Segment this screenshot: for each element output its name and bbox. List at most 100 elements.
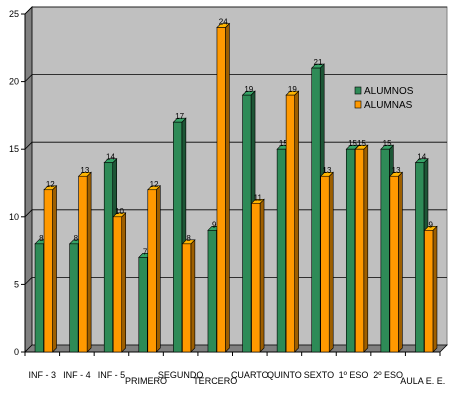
x-tick-label: AULA E. E. [400, 376, 445, 386]
legend-swatch [354, 86, 362, 95]
bar-alumnas [319, 171, 334, 353]
data-label: 14 [106, 153, 115, 162]
gridline [24, 74, 447, 82]
data-label: 11 [254, 193, 263, 202]
data-label: 10 [115, 207, 124, 216]
bar-side-face [190, 239, 196, 353]
bar-side-face [225, 22, 230, 353]
bar-front-face [251, 202, 261, 353]
bar-front-face [285, 94, 295, 353]
plot-side-wall [24, 6, 33, 353]
x-tick-label: QUINTO [267, 370, 302, 380]
y-tick-label: 5 [14, 279, 19, 289]
bar-front-face [112, 216, 123, 353]
bar-front-face [311, 67, 321, 353]
x-tick-label: INF - 4 [63, 370, 91, 380]
x-tick-label: INF - 3 [29, 370, 57, 380]
bar-alumnas [285, 90, 300, 353]
bar-front-face [147, 189, 157, 353]
bar-alumnas [181, 239, 196, 353]
data-label: 9 [428, 220, 433, 229]
data-label: 12 [150, 180, 159, 189]
legend: ALUMNOS ALUMNAS [352, 80, 416, 114]
gridline [24, 209, 447, 218]
bar-side-face [121, 212, 127, 353]
legend-label: ALUMNAS [364, 100, 413, 111]
bar-front-face [389, 175, 399, 353]
bar-alumnas [354, 144, 369, 353]
bar-front-face [354, 148, 365, 353]
bar-alumnas [43, 185, 58, 353]
x-tick-label: TERCERO [193, 376, 237, 386]
bar-alumnas [77, 171, 92, 353]
bar-alumnas [112, 212, 127, 353]
bar-alumnas [423, 225, 438, 353]
x-tick-label: 2º ESO [373, 370, 403, 380]
data-label: 13 [392, 166, 401, 175]
gridline [24, 276, 447, 285]
bar-side-face [294, 90, 299, 353]
bar-front-face [78, 175, 88, 353]
data-label: 17 [175, 112, 184, 121]
legend-box [352, 80, 416, 114]
bar-front-face [69, 243, 79, 353]
bar-side-face [432, 225, 438, 353]
data-label: 15 [279, 139, 288, 148]
bar-front-face [242, 94, 252, 353]
x-tick-label: SEGUNDO [158, 370, 204, 380]
gridline [24, 141, 447, 150]
y-tick-label: 20 [9, 77, 19, 87]
data-label: 8 [39, 234, 44, 243]
y-tick-label: 25 [9, 9, 19, 19]
legend-swatch [354, 100, 362, 109]
bar-alumnas [147, 185, 162, 353]
bar-front-face [138, 257, 148, 353]
bar-front-face [216, 27, 226, 353]
bar-side-face [363, 144, 369, 353]
x-tick-label: 1º ESO [339, 370, 369, 380]
y-tick-label: 15 [9, 144, 19, 154]
legend-label: ALUMNOS [364, 86, 414, 97]
bar-front-face [182, 243, 192, 353]
data-label: 19 [244, 85, 253, 94]
y-tick-label: 0 [14, 347, 19, 357]
y-tick-label: 10 [9, 212, 19, 222]
bar-front-face [207, 230, 217, 353]
bar-front-face [345, 148, 356, 353]
bar-side-face [398, 171, 403, 353]
x-tick-label: PRIMERO [125, 376, 167, 386]
x-tick-label: INF - 5 [98, 370, 126, 380]
bar-alumnas [216, 22, 231, 353]
bar-front-face [173, 121, 183, 353]
data-label: 13 [80, 166, 89, 175]
x-tick-label: CUARTO [231, 370, 269, 380]
data-label: 8 [74, 234, 79, 243]
data-label: 13 [323, 166, 332, 175]
bar-side-face [86, 171, 92, 353]
bar-side-face [259, 198, 265, 353]
bar-front-face [415, 162, 425, 353]
bar-alumnas [250, 198, 265, 353]
bar-front-face [276, 148, 286, 353]
data-label: 15 [383, 139, 392, 148]
data-label: 21 [314, 58, 323, 67]
data-label: 9 [212, 220, 217, 229]
data-label: 12 [46, 180, 55, 189]
bar-front-face [103, 162, 114, 353]
bar-front-face [380, 148, 390, 353]
bar-front-face [43, 189, 53, 353]
bar-front-face [34, 243, 44, 353]
data-label: 14 [417, 153, 426, 162]
data-label: 15 [357, 139, 366, 148]
bar-front-face [424, 230, 434, 353]
bar-front-face [320, 175, 330, 353]
bar-side-face [155, 185, 161, 353]
data-label: 8 [186, 234, 191, 243]
data-label: 24 [219, 18, 228, 27]
bar-side-face [52, 185, 57, 353]
data-label: 7 [143, 247, 148, 256]
bar-side-face [328, 171, 334, 353]
x-tick-label: SEXTO [304, 370, 334, 380]
